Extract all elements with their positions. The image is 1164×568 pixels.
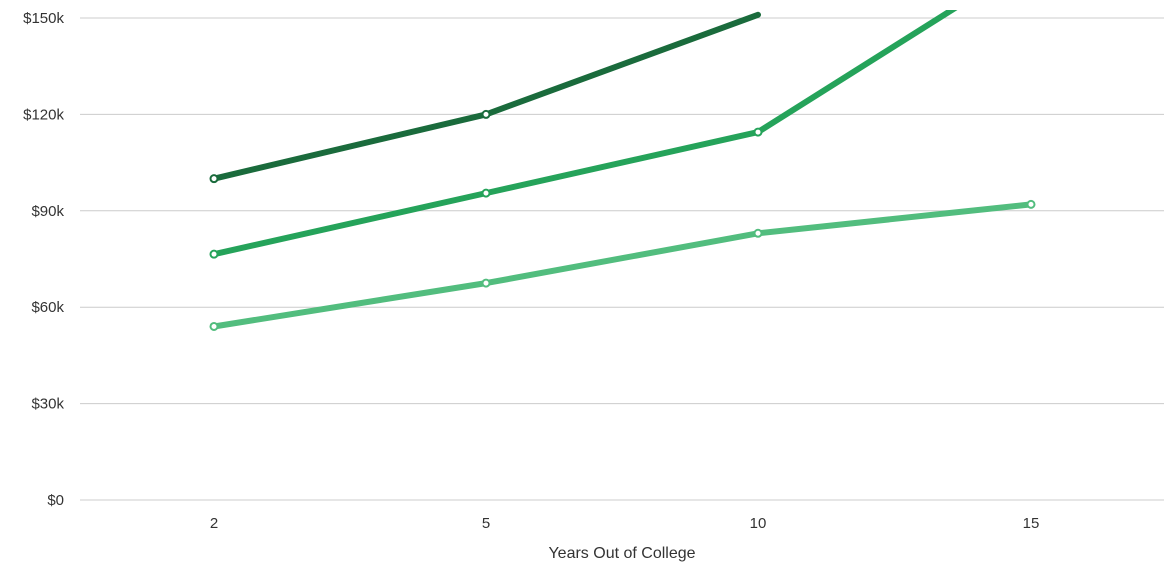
data-point[interactable] — [209, 321, 219, 331]
x-tick-label: 5 — [482, 515, 490, 532]
y-tick-label: $150k — [23, 10, 64, 27]
data-point[interactable] — [209, 174, 219, 184]
data-point[interactable] — [753, 127, 763, 137]
y-axis-tick-labels: $0 $30k $60k $90k $120k $150k — [23, 10, 64, 509]
data-point[interactable] — [481, 278, 491, 288]
x-tick-label: 15 — [1023, 515, 1040, 532]
series-line-2 — [211, 10, 958, 258]
gridlines — [80, 17, 1164, 501]
x-tick-label: 10 — [750, 515, 767, 532]
data-point[interactable] — [481, 188, 491, 198]
y-tick-label: $120k — [23, 106, 64, 123]
data-point[interactable] — [1026, 199, 1036, 209]
data-point[interactable] — [209, 249, 219, 259]
series-line-1 — [211, 11, 761, 182]
x-axis-tick-labels: 2 5 10 15 — [210, 515, 1040, 532]
y-tick-label: $0 — [47, 492, 64, 509]
series-line-3 — [211, 201, 1034, 330]
y-tick-label: $90k — [31, 203, 64, 220]
data-point[interactable] — [481, 109, 491, 119]
y-tick-label: $60k — [31, 299, 64, 316]
series-lines — [209, 10, 1036, 331]
y-tick-label: $30k — [31, 396, 64, 413]
x-axis-title: Years Out of College — [548, 545, 695, 562]
data-point[interactable] — [753, 228, 763, 238]
x-tick-label: 2 — [210, 515, 218, 532]
